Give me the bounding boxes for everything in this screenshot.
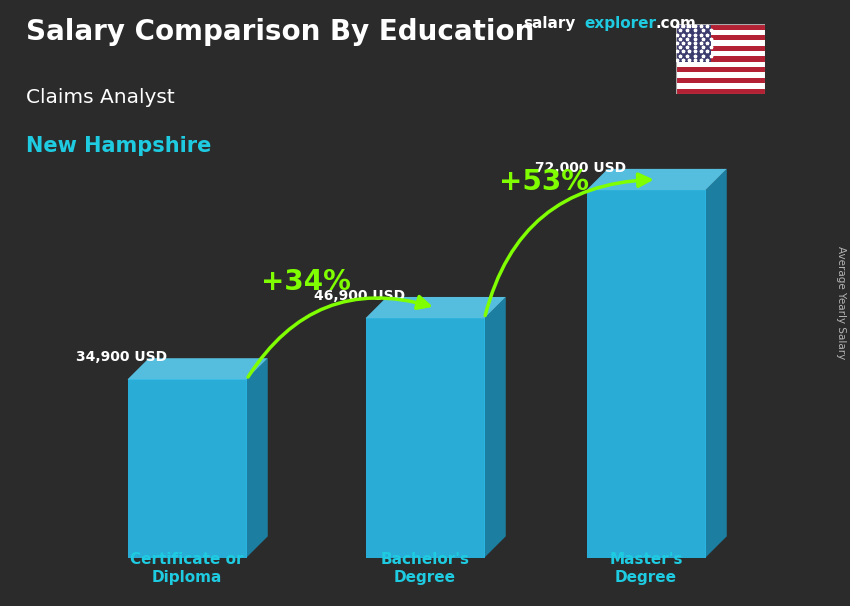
Polygon shape	[586, 169, 727, 190]
Bar	[676, 24, 711, 62]
Polygon shape	[246, 358, 268, 558]
Bar	[676, 73, 765, 78]
Text: 34,900 USD: 34,900 USD	[76, 350, 167, 364]
Polygon shape	[484, 297, 506, 558]
Bar	[676, 45, 765, 51]
Text: .com: .com	[655, 16, 696, 31]
Polygon shape	[366, 297, 506, 318]
Text: Average Yearly Salary: Average Yearly Salary	[836, 247, 846, 359]
Polygon shape	[366, 318, 484, 558]
Text: Claims Analyst: Claims Analyst	[26, 88, 174, 107]
Bar	[676, 30, 765, 35]
Bar	[676, 67, 765, 73]
Polygon shape	[128, 358, 268, 379]
Bar	[676, 24, 765, 30]
Text: explorer: explorer	[585, 16, 657, 31]
Bar	[676, 88, 765, 94]
Bar	[676, 78, 765, 83]
Polygon shape	[706, 169, 727, 558]
Text: 46,900 USD: 46,900 USD	[314, 289, 405, 303]
Bar	[676, 62, 765, 67]
Bar	[676, 51, 765, 56]
Text: Salary Comparison By Education: Salary Comparison By Education	[26, 18, 534, 46]
Text: Certificate or
Diploma: Certificate or Diploma	[130, 553, 244, 585]
Bar	[676, 56, 765, 62]
Bar	[676, 83, 765, 88]
Text: 72,000 USD: 72,000 USD	[535, 161, 626, 175]
Polygon shape	[586, 190, 706, 558]
Text: Bachelor's
Degree: Bachelor's Degree	[381, 553, 469, 585]
Text: +53%: +53%	[499, 168, 589, 196]
Polygon shape	[128, 379, 246, 558]
Text: New Hampshire: New Hampshire	[26, 136, 211, 156]
Text: salary: salary	[523, 16, 575, 31]
Bar	[676, 35, 765, 41]
Text: +34%: +34%	[261, 268, 351, 296]
Bar	[676, 41, 765, 45]
Text: Master's
Degree: Master's Degree	[609, 553, 683, 585]
